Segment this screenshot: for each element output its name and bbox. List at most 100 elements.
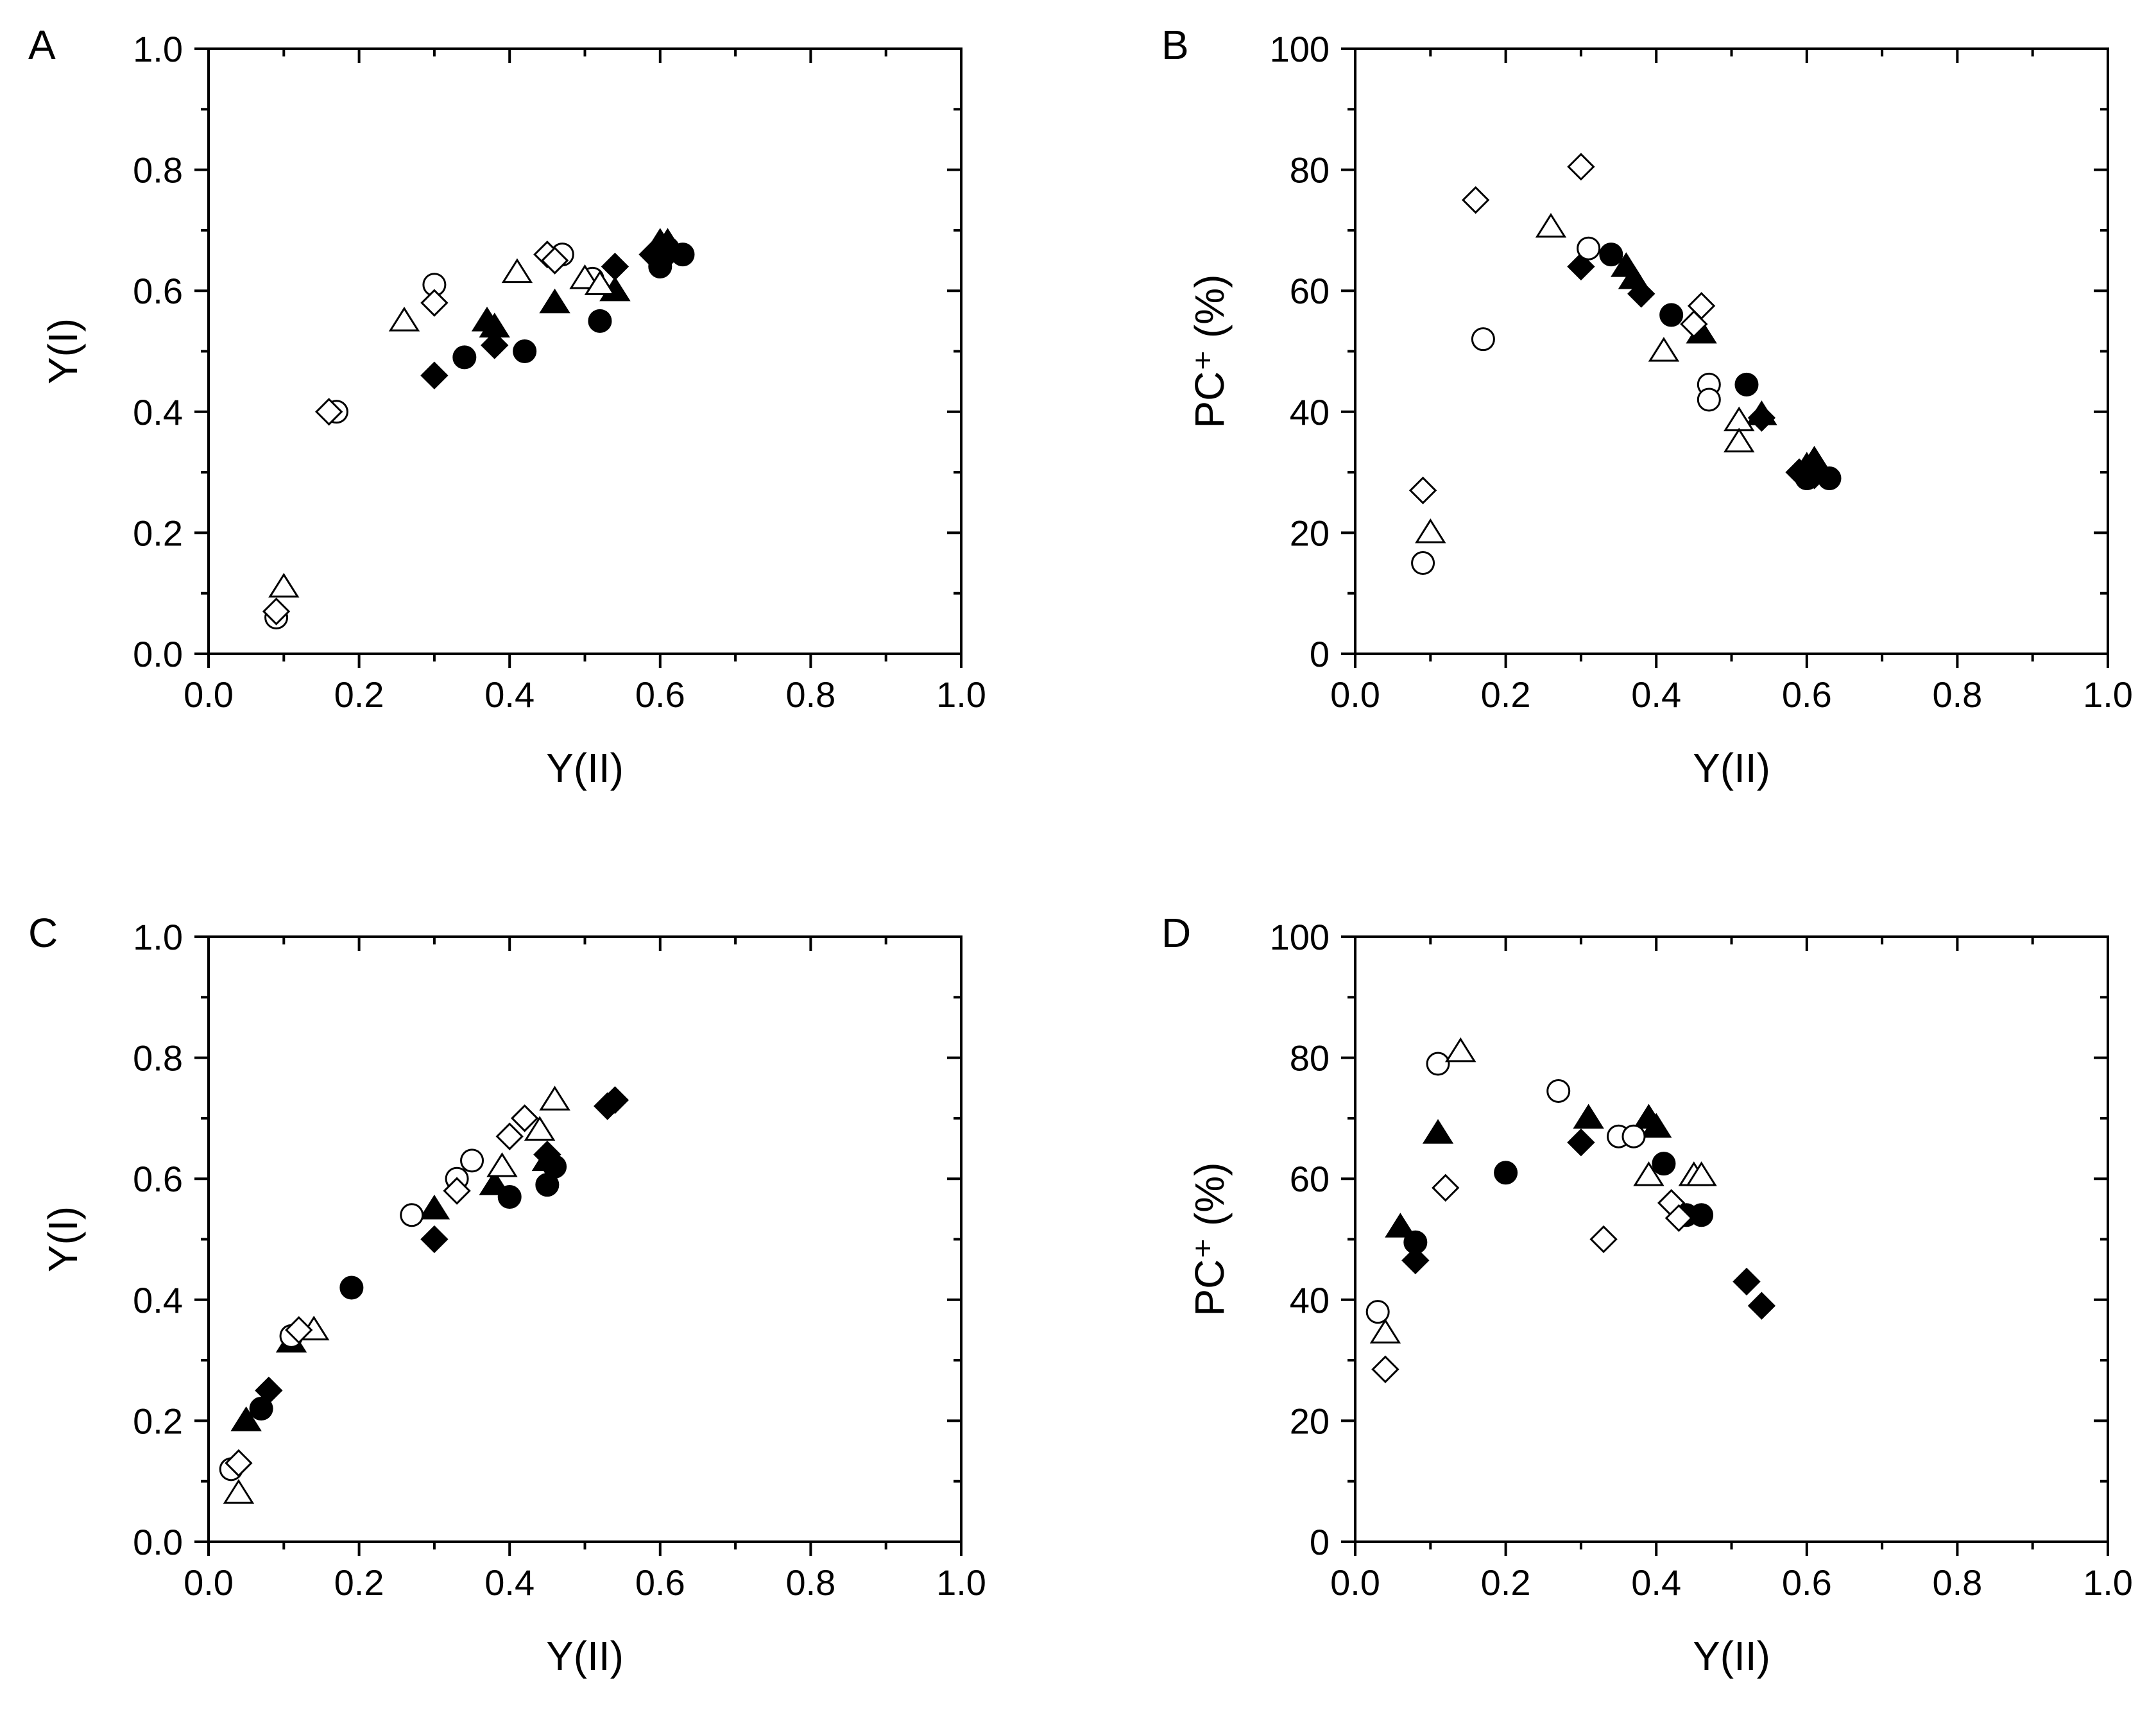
x-tick-label: 0.0 [184,674,234,715]
y-axis-label: Y(I) [40,1206,86,1272]
series-open-triangle [268,258,616,598]
panel-label: D [1161,910,1191,956]
series-filled-triangle [1385,1104,1672,1238]
data-point-triangle [1640,1113,1672,1138]
data-point-triangle [1573,1104,1604,1129]
data-point-diamond [420,361,449,389]
x-axis-label: Y(II) [1693,745,1770,791]
series-filled-diamond [1567,252,1829,490]
y-tick-label: 100 [1270,29,1330,69]
data-point-diamond [225,1449,253,1478]
data-point-triangle [486,1152,518,1177]
x-tick-label: 0.0 [1330,674,1380,715]
data-point-diamond [1462,186,1490,214]
x-tick-label: 0.2 [334,674,384,715]
series-open-diamond [262,240,569,626]
y-axis-label: PC⁺ (%) [1186,275,1233,429]
data-point-diamond [1747,1292,1776,1320]
data-point-circle [1365,1300,1390,1324]
x-tick-label: 0.0 [1330,1562,1380,1603]
data-point-diamond [1589,1225,1618,1254]
data-point-triangle [1369,1318,1401,1344]
x-tick-label: 0.4 [1631,1562,1681,1603]
data-point-diamond [601,1086,629,1114]
series-open-triangle [1369,1037,1717,1344]
data-point-diamond [1733,1267,1761,1296]
data-point-triangle [418,1194,450,1220]
data-point-triangle [524,1116,556,1141]
data-point-triangle [268,572,300,598]
data-point-diamond [1567,1128,1595,1157]
y-tick-label: 60 [1290,1159,1330,1199]
data-point-diamond [495,1122,524,1150]
x-tick-label: 0.8 [785,674,835,715]
y-tick-label: 0.4 [133,1280,183,1320]
series-open-diamond [1408,153,1716,505]
x-axis-label: Y(II) [546,745,624,791]
plot-frame [207,935,963,1543]
plot-frame [1354,47,2109,655]
data-point-diamond [255,1376,283,1404]
x-tick-label: 1.0 [936,674,986,715]
data-point-circle [1659,303,1684,327]
series-open-triangle [1415,212,1755,543]
series-filled-diamond [420,240,682,389]
data-point-circle [1621,1124,1646,1148]
data-point-triangle [1385,1213,1416,1238]
data-point-circle [1577,236,1601,260]
x-tick-label: 0.2 [1481,674,1531,715]
data-point-triangle [1648,337,1680,362]
data-point-triangle [569,264,601,289]
data-point-circle [1652,1152,1676,1176]
y-tick-label: 80 [1290,150,1330,191]
data-point-diamond [1627,280,1656,308]
series-open-circle [1365,1052,1646,1324]
data-point-diamond [1664,1204,1693,1233]
data-point-diamond [1747,404,1776,432]
series-filled-circle [249,1154,567,1421]
x-tick-label: 0.0 [184,1562,234,1603]
panel-label: C [28,910,58,956]
x-tick-label: 0.6 [635,1562,685,1603]
data-point-diamond [1371,1355,1399,1383]
data-point-circle [339,1276,364,1300]
data-point-diamond [443,1177,471,1205]
data-point-triangle [1633,1161,1664,1186]
data-point-diamond [1567,153,1595,181]
y-tick-label: 0.6 [133,271,183,311]
x-tick-label: 0.4 [484,674,535,715]
data-point-triangle [479,1170,510,1195]
data-point-triangle [1445,1037,1476,1062]
data-point-triangle [1415,518,1446,543]
data-point-circle [1426,1052,1450,1076]
data-point-diamond [420,1225,449,1254]
data-point-circle [1734,372,1759,397]
panel-label: A [28,22,56,68]
data-point-circle [1494,1161,1518,1185]
data-point-diamond [481,331,509,359]
chart-panel-d: D 0.0 0.2 0.4 0.6 0.8 1.0 0 20 40 60 80 100 Y(II) PC⁺ … [1161,910,2133,1679]
x-tick-label: 0.8 [1932,674,1982,715]
y-tick-label: 80 [1290,1038,1330,1079]
data-point-diamond [653,240,682,269]
y-tick-label: 100 [1270,917,1330,957]
y-axis-label: PC⁺ (%) [1186,1163,1233,1317]
data-point-circle [1690,1203,1714,1227]
data-point-diamond [1401,1246,1430,1275]
series-filled-diamond [255,1086,629,1404]
x-tick-label: 0.2 [1481,1562,1531,1603]
y-axis-label: Y(I) [40,318,86,384]
x-tick-label: 0.6 [1782,1562,1832,1603]
data-point-diamond [315,398,343,426]
data-point-circle [513,339,537,363]
series-open-triangle [223,1086,570,1504]
data-point-diamond [533,1140,561,1169]
y-tick-label: 40 [1290,392,1330,432]
chart-panel-a: A 0.0 0.2 0.4 0.6 0.8 1.0 0.0 0.2 0.4 0.6 0.8 1.0 Y(I… [28,22,986,791]
x-tick-label: 1.0 [2083,1562,2133,1603]
x-tick-label: 0.6 [635,674,685,715]
data-point-diamond [1567,252,1595,281]
panel-label: B [1161,22,1189,68]
data-point-diamond [1800,461,1829,490]
